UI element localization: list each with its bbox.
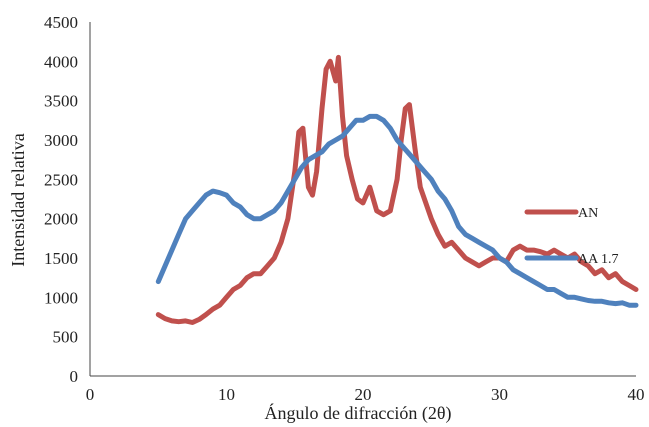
legend-label: AN — [578, 206, 598, 221]
y-tick-label: 4500 — [44, 13, 78, 32]
legend: AN AA 1.7 — [524, 206, 618, 267]
x-tick-label: 10 — [218, 385, 235, 404]
y-axis-title: Intensidad relativa — [8, 133, 28, 266]
series-line-an — [155, 54, 639, 325]
x-tick-label: 30 — [491, 385, 508, 404]
y-tick-labels: 0 500 1000 1500 2000 2500 3000 3500 4000 4500 — [44, 13, 78, 386]
y-tick-label: 500 — [53, 328, 79, 347]
y-tick-label: 2000 — [44, 210, 78, 229]
y-tick-label: 3500 — [44, 92, 78, 111]
y-tick-label: 1000 — [44, 288, 78, 307]
x-tick-label: 20 — [355, 385, 372, 404]
y-tick-label: 2500 — [44, 170, 78, 189]
legend-label: AA 1.7 — [578, 252, 618, 267]
x-tick-label: 40 — [628, 385, 645, 404]
y-tick-label: 3000 — [44, 131, 78, 150]
x-tick-labels: 0 10 20 30 40 — [86, 385, 645, 404]
y-tick-label: 1500 — [44, 249, 78, 268]
series-line-aa-1-7 — [155, 113, 639, 308]
x-tick-label: 0 — [86, 385, 95, 404]
x-axis-title: Ángulo de difracción (2θ) — [264, 402, 451, 424]
plot-lines — [155, 54, 639, 325]
y-tick-label: 0 — [70, 367, 79, 386]
y-tick-label: 4000 — [44, 52, 78, 71]
